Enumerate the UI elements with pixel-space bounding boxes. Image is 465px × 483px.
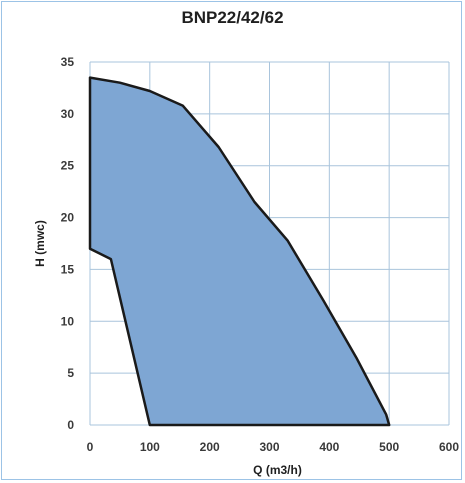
- chart-title: BNP22/42/62: [181, 8, 284, 27]
- x-tick-label: 600: [439, 440, 459, 454]
- x-tick-labels: 0 100 200 300 400 500 600: [87, 440, 460, 454]
- y-tick-labels: 0 5 10 15 20 25 30 35: [61, 55, 75, 432]
- x-tick-label: 400: [319, 440, 339, 454]
- operating-range-polygon: [88, 76, 391, 427]
- x-tick-label: 0: [87, 440, 94, 454]
- y-tick-label: 30: [61, 107, 75, 121]
- x-tick-label: 300: [259, 440, 279, 454]
- x-axis-label: Q (m3/h): [253, 463, 302, 477]
- y-tick-label: 15: [61, 262, 75, 276]
- y-tick-label: 35: [61, 55, 75, 69]
- y-tick-label: 10: [61, 314, 75, 328]
- y-tick-label: 5: [67, 366, 74, 380]
- x-tick-label: 500: [379, 440, 399, 454]
- y-tick-label: 0: [67, 418, 74, 432]
- x-tick-label: 200: [200, 440, 220, 454]
- operating-area: [88, 76, 391, 427]
- x-tick-label: 100: [140, 440, 160, 454]
- y-tick-label: 20: [61, 211, 75, 225]
- y-tick-label: 25: [61, 159, 75, 173]
- y-axis-label: H (mwc): [33, 220, 47, 267]
